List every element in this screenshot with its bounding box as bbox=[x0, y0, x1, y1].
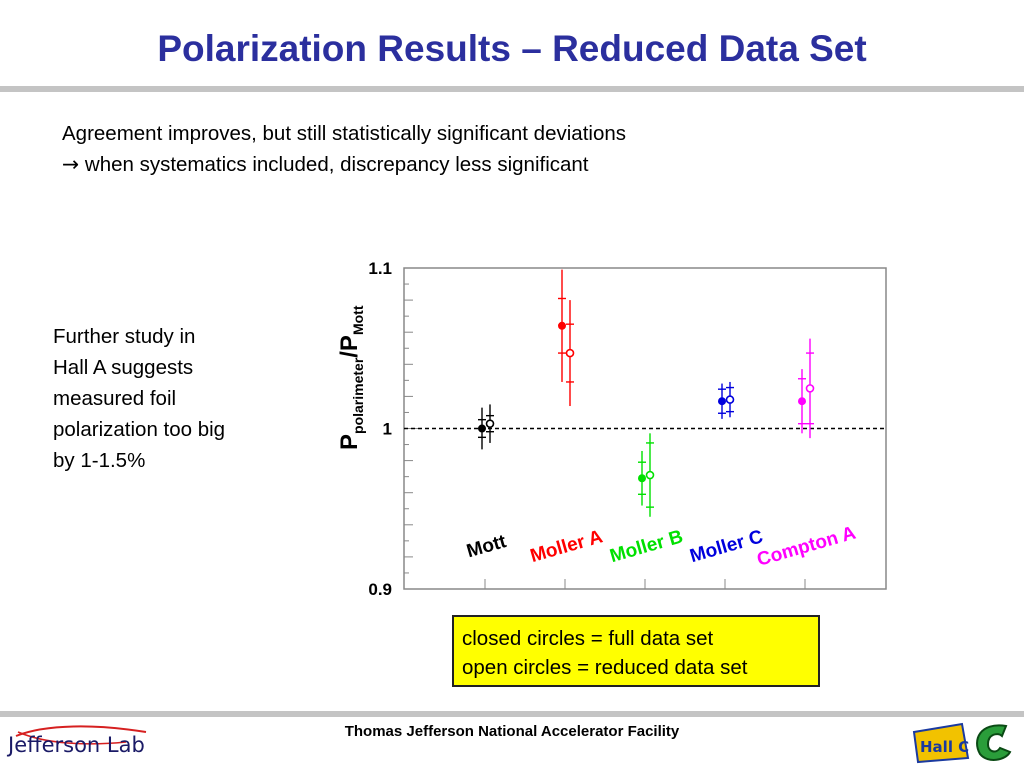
intro-line-1: Agreement improves, but still statistica… bbox=[62, 122, 626, 145]
marker-legend-box: closed circles = full data set open circ… bbox=[452, 615, 820, 687]
legend-closed-circles: closed circles = full data set bbox=[462, 627, 714, 650]
category-label: Moller B bbox=[608, 526, 686, 567]
side-note-line: polarization too big bbox=[53, 418, 226, 441]
data-point-closed bbox=[558, 321, 566, 330]
category-label: Compton A bbox=[755, 523, 859, 571]
footer-divider bbox=[0, 711, 1024, 717]
data-point-open bbox=[485, 419, 495, 428]
y-axis-label-sub: polarimeter bbox=[350, 357, 366, 434]
title-divider bbox=[0, 86, 1024, 92]
side-note-line: by 1-1.5% bbox=[53, 449, 146, 472]
hall-c-logo: Hall C bbox=[912, 722, 1012, 764]
side-note-line: Further study in bbox=[53, 325, 196, 348]
category-label: Mott bbox=[464, 531, 509, 562]
jefferson-lab-logo: Jefferson Lab bbox=[6, 725, 147, 757]
y-axis-label-main2: P bbox=[336, 335, 363, 351]
data-point-open bbox=[805, 384, 815, 393]
y-axis-label-sub2: Mott bbox=[350, 305, 366, 335]
intro-line-2: → when systematics included, discrepancy… bbox=[62, 149, 626, 180]
jefferson-lab-logo-text: Jefferson Lab bbox=[6, 733, 145, 757]
legend-open-circles: open circles = reduced data set bbox=[462, 656, 748, 679]
data-point-closed bbox=[798, 397, 806, 406]
data-point-open bbox=[565, 348, 575, 358]
chart-plot-layer: 0.9 1 1.1 Mott Moller A Moller B Moller CCompt… bbox=[368, 259, 887, 599]
data-point-closed bbox=[638, 474, 646, 483]
slide-title: Polarization Results – Reduced Data Set bbox=[157, 28, 867, 69]
y-axis-label: Ppolarimeter/PMott bbox=[336, 305, 366, 450]
data-point-open bbox=[645, 470, 655, 480]
right-arrow-icon: → bbox=[62, 152, 80, 176]
data-point-open bbox=[725, 395, 735, 404]
y-tick-label: 1.1 bbox=[368, 259, 392, 278]
y-axis-label-main: P bbox=[336, 434, 363, 450]
y-axis-label-slash: / bbox=[336, 351, 363, 358]
category-label: Moller C bbox=[688, 526, 766, 567]
data-point-closed bbox=[478, 424, 486, 433]
side-note-line: measured foil bbox=[53, 387, 177, 410]
side-note-line: Hall A suggests bbox=[53, 356, 194, 379]
y-tick-label: 1 bbox=[383, 420, 392, 439]
footer-organization-name: Thomas Jefferson National Accelerator Fa… bbox=[344, 723, 680, 740]
side-note: Further study in Hall A suggests measure… bbox=[53, 321, 283, 476]
intro-text: Agreement improves, but still statistica… bbox=[62, 118, 626, 180]
y-tick-label: 0.9 bbox=[368, 580, 392, 599]
category-label: Moller A bbox=[528, 526, 605, 567]
data-point-closed bbox=[718, 397, 726, 406]
hall-c-logo-text: Hall C bbox=[920, 738, 969, 756]
intro-line-2-text: when systematics included, discrepancy l… bbox=[79, 153, 589, 176]
